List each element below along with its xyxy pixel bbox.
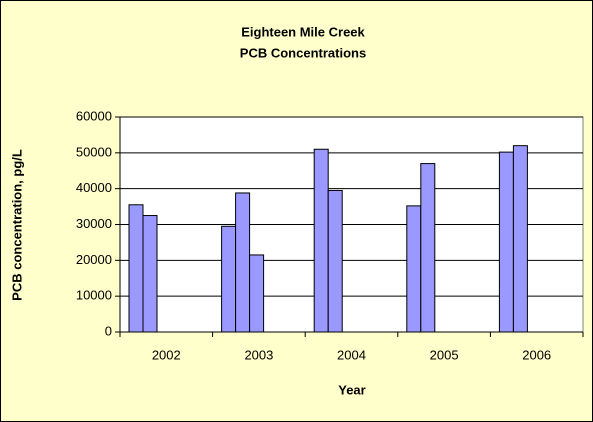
y-tick-label: 10000 <box>76 288 112 303</box>
x-tick-label: 2002 <box>152 347 181 362</box>
bar <box>512 145 528 333</box>
x-tick-label: 2006 <box>522 347 551 362</box>
bar <box>406 205 422 333</box>
bar <box>313 148 329 333</box>
y-tick-label: 50000 <box>76 144 112 159</box>
y-tick-label: 30000 <box>76 216 112 231</box>
bar <box>498 151 514 333</box>
y-tick-label: 60000 <box>76 108 112 123</box>
x-tick-label: 2005 <box>430 347 459 362</box>
y-tick-label: 0 <box>105 323 112 338</box>
x-axis-label: Year <box>338 382 365 397</box>
bar <box>128 204 144 333</box>
bar <box>249 254 265 333</box>
chart-title: Eighteen Mile Creek <box>241 24 365 39</box>
y-axis-label: PCB concentration, pg/L <box>9 149 24 301</box>
x-tick-label: 2003 <box>244 347 273 362</box>
bar <box>221 225 237 333</box>
bar <box>235 192 251 333</box>
bar <box>327 189 343 333</box>
y-tick-label: 20000 <box>76 252 112 267</box>
bar <box>142 215 158 333</box>
chart-title: PCB Concentrations <box>240 45 366 60</box>
bar <box>420 163 436 333</box>
x-tick-label: 2004 <box>337 347 366 362</box>
y-tick-label: 40000 <box>76 180 112 195</box>
